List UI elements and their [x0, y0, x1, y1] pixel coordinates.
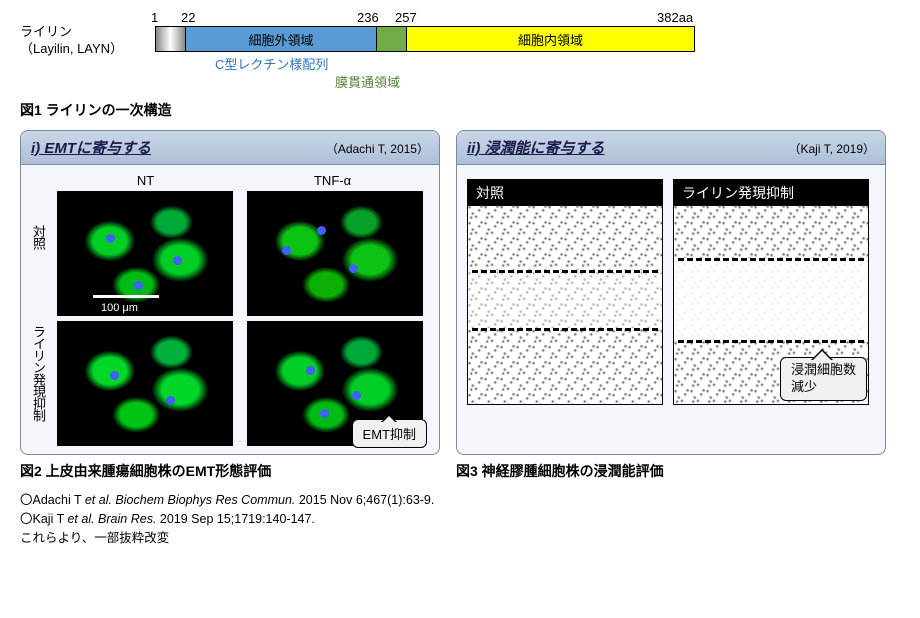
figure-3-caption: 図3 神経膠腫細胞株の浸潤能評価 — [456, 461, 886, 481]
ref-1-pre: 〇Adachi T — [20, 493, 85, 507]
segment-nterm — [156, 27, 186, 51]
aa-pos-22: 22 — [181, 10, 195, 25]
callout-line1: 浸潤細胞数 — [791, 362, 856, 379]
scratch-kd-label: ライリン発現抑制 — [674, 180, 868, 206]
ref-2-pre: 〇Kaji T — [20, 512, 67, 526]
panel-i-body: NT TNF-α 対照 ライリン発現抑制 100 μm — [21, 165, 439, 454]
panel-i-cite: （Adachi T, 2015） — [326, 140, 429, 157]
micrograph-control-nt: 100 μm — [57, 191, 233, 316]
protein-name-en: （Layilin, LAYN） — [20, 41, 123, 58]
panel-ii-title: ii) 浸潤能に寄与する — [467, 137, 605, 158]
references: 〇Adachi T et al. Biochem Biophys Res Com… — [20, 491, 900, 547]
panel-i-col-labels: NT TNF-α — [57, 173, 431, 188]
dash-bottom — [472, 328, 658, 331]
micrograph-grid: 100 μm — [57, 191, 431, 446]
figure-1-caption: 図1 ライリンの一次構造 — [20, 100, 900, 120]
figure-2-caption: 図2 上皮由来腫瘍細胞株のEMT形態評価 — [20, 461, 440, 481]
panels-row: i) EMTに寄与する （Adachi T, 2015） NT TNF-α 対照… — [20, 130, 900, 455]
aa-pos-257: 257 — [395, 10, 417, 25]
figure-1: ライリン （Layilin, LAYN） 1 22 236 257 382aa … — [20, 10, 900, 94]
domain-bar-area: 1 22 236 257 382aa 細胞外領域 細胞内領域 C型レクチン様配列… — [155, 10, 695, 94]
panel-ii-body: 対照 ライリン発現抑制 浸潤細胞数 減少 — [457, 165, 885, 419]
dash-bottom — [678, 340, 864, 343]
protein-label: ライリン （Layilin, LAYN） — [20, 24, 123, 58]
micrograph-control-tnfa — [247, 191, 423, 316]
row-label-kd: ライリン発現抑制 — [29, 325, 48, 421]
aa-pos-236: 236 — [357, 10, 379, 25]
segment-transmembrane — [377, 27, 407, 51]
panel-i-header: i) EMTに寄与する （Adachi T, 2015） — [21, 131, 439, 165]
scalebar — [93, 295, 159, 298]
ref-2-journal: et al. Brain Res. — [67, 512, 156, 526]
callout-emt: EMT抑制 — [352, 419, 427, 448]
callout-line2: 減少 — [791, 379, 856, 396]
domain-bar: 細胞外領域 細胞内領域 — [155, 26, 695, 52]
ref-1-post: 2015 Nov 6;467(1):63-9. — [295, 493, 434, 507]
panel-ii-cite: （Kaji T, 2019） — [789, 140, 876, 157]
segment-extracellular: 細胞外領域 — [186, 27, 377, 51]
aa-position-labels: 1 22 236 257 382aa — [155, 10, 695, 26]
captions-row: 図2 上皮由来腫瘍細胞株のEMT形態評価 図3 神経膠腫細胞株の浸潤能評価 — [20, 461, 900, 481]
scalebar-label: 100 μm — [101, 302, 138, 314]
panel-ii: ii) 浸潤能に寄与する （Kaji T, 2019） 対照 ライリン発現抑制 — [456, 130, 886, 455]
panel-i: i) EMTに寄与する （Adachi T, 2015） NT TNF-α 対照… — [20, 130, 440, 455]
scratch-control: 対照 — [467, 179, 663, 405]
scratch-control-label: 対照 — [468, 180, 662, 206]
micrograph-kd-nt — [57, 321, 233, 446]
domain-under-labels: C型レクチン様配列 膜貫通領域 — [155, 54, 695, 94]
panel-i-title: i) EMTに寄与する — [31, 137, 151, 158]
dash-top — [678, 258, 864, 261]
ref-1: 〇Adachi T et al. Biochem Biophys Res Com… — [20, 491, 900, 510]
refs-note: これらより、一部抜粋改変 — [20, 529, 900, 548]
aa-pos-end: 382aa — [657, 10, 693, 25]
ref-1-journal: et al. Biochem Biophys Res Commun. — [85, 493, 296, 507]
ref-2-post: 2019 Sep 15;1719:140-147. — [156, 512, 314, 526]
dash-top — [472, 270, 658, 273]
row-label-control: 対照 — [29, 225, 48, 249]
callout-invasion: 浸潤細胞数 減少 — [780, 357, 867, 401]
protein-name-jp: ライリン — [20, 24, 123, 41]
ref-2: 〇Kaji T et al. Brain Res. 2019 Sep 15;17… — [20, 510, 900, 529]
panel-ii-header: ii) 浸潤能に寄与する （Kaji T, 2019） — [457, 131, 885, 165]
aa-pos-1: 1 — [151, 10, 158, 25]
col-label-nt: NT — [137, 173, 154, 188]
col-label-tnfa: TNF-α — [314, 173, 351, 188]
segment-intracellular: 細胞内領域 — [407, 27, 694, 51]
label-tm: 膜貫通領域 — [335, 72, 400, 91]
label-clectin: C型レクチン様配列 — [215, 54, 328, 73]
